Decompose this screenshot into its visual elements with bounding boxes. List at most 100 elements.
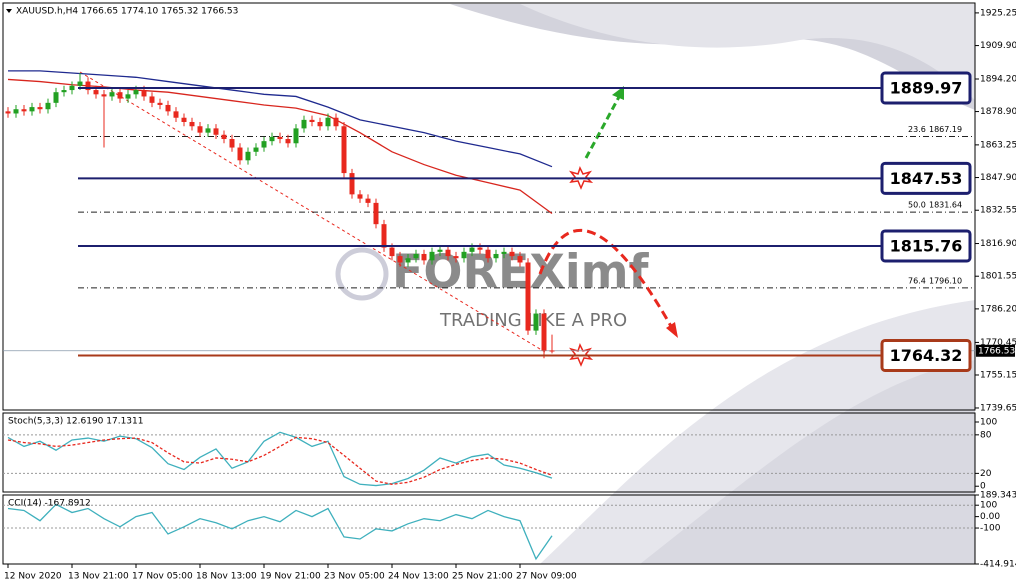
level-box xyxy=(880,71,972,105)
candle-body xyxy=(181,117,187,122)
watermark: FOREXimf TRADING LIKE A PRO xyxy=(335,245,650,331)
candle-body xyxy=(493,253,499,259)
y-tick-label: 1816.90 xyxy=(980,239,1016,249)
panel-title: Stoch(5,3,3) 12.6190 17.1311 xyxy=(8,417,143,427)
last-price-label: 1766.53 xyxy=(978,346,1015,356)
x-tick-label: 13 Nov 21:00 xyxy=(68,572,129,582)
y-tick-label: 1925.25 xyxy=(980,8,1016,18)
x-tick-label: 24 Nov 13:00 xyxy=(388,572,449,582)
candle-body xyxy=(253,147,259,152)
candle-body xyxy=(405,258,411,263)
watermark-brand: FOREXimf xyxy=(392,245,650,299)
x-tick-label: 23 Nov 05:00 xyxy=(324,572,385,582)
candle-body xyxy=(277,136,283,140)
level-box xyxy=(880,229,972,263)
candle-body xyxy=(109,92,115,97)
candle-body xyxy=(173,111,179,118)
candle-body xyxy=(197,126,203,133)
candle-body xyxy=(141,90,147,97)
y-tick-label: 1863.25 xyxy=(980,140,1016,150)
candle-body xyxy=(533,313,539,331)
candle-body xyxy=(437,249,443,252)
indicator-line xyxy=(8,70,553,168)
candle-body xyxy=(285,139,291,144)
candle-body xyxy=(429,251,435,261)
level-box xyxy=(880,161,972,195)
fib-price: 1867.19 xyxy=(929,125,962,134)
candle-body xyxy=(525,262,531,331)
x-tick-label: 25 Nov 21:00 xyxy=(452,572,513,582)
candle-body xyxy=(21,109,27,112)
candle-body xyxy=(501,251,507,254)
candle-body xyxy=(69,85,75,91)
y-tick-label: 100 xyxy=(980,417,997,427)
candle-body xyxy=(93,90,99,95)
y-tick-label: 1847.90 xyxy=(980,173,1016,183)
watermark-slogan: TRADING LIKE A PRO xyxy=(439,310,627,331)
level-label: 1847.53 xyxy=(890,169,963,188)
y-tick-label: 1786.20 xyxy=(980,304,1016,314)
candle-body xyxy=(365,198,371,203)
y-tick-label: 80 xyxy=(980,430,992,440)
panel-title: XAUUSD.h,H4 1766.65 1774.10 1765.32 1766… xyxy=(16,7,238,17)
candle-body xyxy=(453,256,459,259)
y-tick-label: 20 xyxy=(980,469,992,479)
y-tick-label: 1878.90 xyxy=(980,107,1016,117)
candle-body xyxy=(397,256,403,263)
candle-body xyxy=(317,121,323,127)
fib-ratio: 23.6 xyxy=(908,125,926,134)
y-tick-label: 0.00 xyxy=(980,512,1000,522)
y-tick-label: -414.914 xyxy=(980,560,1016,570)
candle-body xyxy=(333,117,339,127)
y-tick-label: 1770.45 xyxy=(980,338,1016,348)
indicator-line xyxy=(7,436,553,485)
candle-body xyxy=(461,251,467,259)
panel-frames xyxy=(2,2,976,565)
fib-ratio: 50.0 xyxy=(908,201,926,210)
level-label: 1889.97 xyxy=(890,78,963,97)
last-price-box xyxy=(976,344,1015,357)
candle-body xyxy=(157,102,163,105)
fib-ratio: 76.4 xyxy=(908,276,926,285)
y-tick-label: 1755.15 xyxy=(980,370,1016,380)
candle-body xyxy=(357,194,363,199)
candle-body xyxy=(13,109,19,114)
candle-body xyxy=(389,247,395,257)
candle-body xyxy=(325,117,331,127)
y-tick-label: 1894.20 xyxy=(980,74,1016,84)
candle-body xyxy=(85,81,91,91)
x-tick-label: 19 Nov 21:00 xyxy=(260,572,321,582)
candle-body xyxy=(509,251,515,257)
candle-body xyxy=(5,111,11,114)
candle-body xyxy=(269,136,275,142)
candle-body xyxy=(549,350,555,352)
candle-body xyxy=(205,128,211,133)
y-tick-label: 189.343 xyxy=(980,491,1016,501)
candle-body xyxy=(477,247,483,250)
candle-body xyxy=(469,247,475,252)
indicator-line xyxy=(7,503,553,561)
candle-body xyxy=(293,128,299,144)
y-tick-label: 1739.65 xyxy=(980,403,1016,413)
candle-body xyxy=(237,147,243,161)
candle-body xyxy=(29,107,35,112)
candle-body xyxy=(165,104,171,112)
candle-body xyxy=(349,173,355,195)
level-label: 1764.32 xyxy=(890,346,963,365)
panel-title: CCI(14) -167.8912 xyxy=(8,499,91,509)
menu-triangle xyxy=(6,9,12,13)
candle-body xyxy=(413,253,419,259)
candle-body xyxy=(189,121,195,127)
x-tick-label: 17 Nov 05:00 xyxy=(132,572,193,582)
candle-body xyxy=(53,92,59,103)
candle-body xyxy=(541,313,547,351)
fib-price: 1796.10 xyxy=(929,276,962,285)
candle-body xyxy=(37,107,43,110)
candle-body xyxy=(117,92,123,99)
candle-body xyxy=(301,119,307,129)
candle-body xyxy=(213,128,219,135)
candle-body xyxy=(133,90,139,95)
candle-body xyxy=(221,134,227,140)
